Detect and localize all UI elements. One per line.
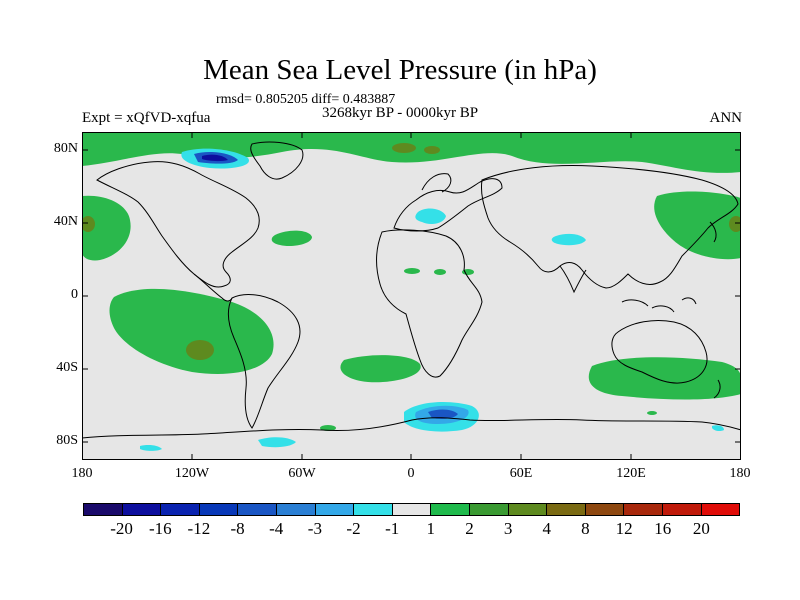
positive-anomaly-cores [82,143,741,360]
colorbar-cell [276,504,316,515]
colorbar-cell [315,504,355,515]
chart-title: Mean Sea Level Pressure (in hPa) [203,54,597,86]
south-atlantic-blob [340,355,421,383]
north-pacific-east [82,195,131,261]
colorbar-cell [547,504,586,515]
colorbar-label: 2 [465,519,474,538]
north-pacific-west [654,191,741,260]
x-tick-label: 60W [288,466,316,481]
colorbar-label: 8 [581,519,590,538]
central-america [193,273,233,302]
x-tick-label: 60E [509,466,533,481]
colorbar-label: 3 [503,519,513,538]
colorbar-cell [431,504,470,515]
period-label: 3268kyr BP - 0000kyr BP [321,105,479,121]
africa-coast [376,229,483,378]
x-tick-label: 180 [71,466,93,481]
central-asia-low [551,233,586,246]
north-atlantic-blob [271,230,312,247]
colorbar-cell [161,504,200,515]
colorbar-cell [238,504,277,515]
colorbar-label: -12 [187,519,211,538]
south-pacific-blob [109,288,274,374]
colorbar-cell [662,504,702,515]
colorbar-cell [199,504,239,515]
experiment-label: Expt = xQfVD-xqfua [82,110,211,126]
x-tick-label: 120E [616,466,646,481]
y-tick-label: 40N [53,214,78,229]
colorbar-cell [392,504,432,515]
y-tick-label: 80N [53,141,78,156]
y-tick-label: 80S [56,433,78,448]
positive-anomaly-fields [82,132,741,431]
colorbar-cell [701,504,740,515]
maritime-se-asia [621,297,697,313]
india [559,265,587,294]
australia-coast [611,319,708,384]
y-tick-label: 0 [71,287,78,302]
colorbar-label: 12 [615,519,633,538]
axis-ticks [82,132,741,460]
stats-line: rmsd= 0.805205 diff= 0.483887 [216,92,396,107]
asia-coast [481,165,739,289]
colorbar-cell [585,504,625,515]
north-america-coast [96,161,260,288]
x-tick-label: 180 [729,466,751,481]
colorbar-label: -4 [269,519,284,538]
world-map [82,132,741,460]
colorbar-label: -16 [148,519,172,538]
colorbar-label: 1 [426,519,436,538]
japan [709,221,717,243]
new-zealand [713,379,721,399]
colorbar-label: 20 [692,519,710,538]
colorbar-label: 16 [654,519,672,538]
colorbar-cell [469,504,509,515]
colorbar-label: -1 [385,519,400,538]
negative-anomaly-fields [140,148,724,451]
europe-low [415,208,446,224]
colorbar-label: -3 [307,519,322,538]
antarctica-coast [82,417,741,439]
colorbar [83,503,740,516]
y-tick-label: 40S [56,360,78,375]
colorbar-cell [354,504,393,515]
colorbar-cell [508,504,548,515]
colorbar-cell [624,504,663,515]
season-label: ANN [709,110,743,126]
colorbar-cell [84,504,123,515]
south-america-coast [227,294,301,429]
ross-low [258,437,296,448]
colorbar-label: -2 [346,519,361,538]
indian-ocean-blob [588,357,741,400]
colorbar-cell [122,504,162,515]
map-panel [82,132,741,460]
greenland-coast [250,141,304,180]
coastlines [82,141,741,439]
scandinavia [421,173,452,193]
europe-coast [393,178,503,232]
arctic-green-band [82,132,741,173]
colorbar-label: 4 [542,519,552,538]
x-tick-label: 120W [174,466,210,481]
x-tick-label: 0 [407,466,415,481]
colorbar-label: -20 [110,519,133,538]
colorbar-label: -8 [230,519,245,538]
